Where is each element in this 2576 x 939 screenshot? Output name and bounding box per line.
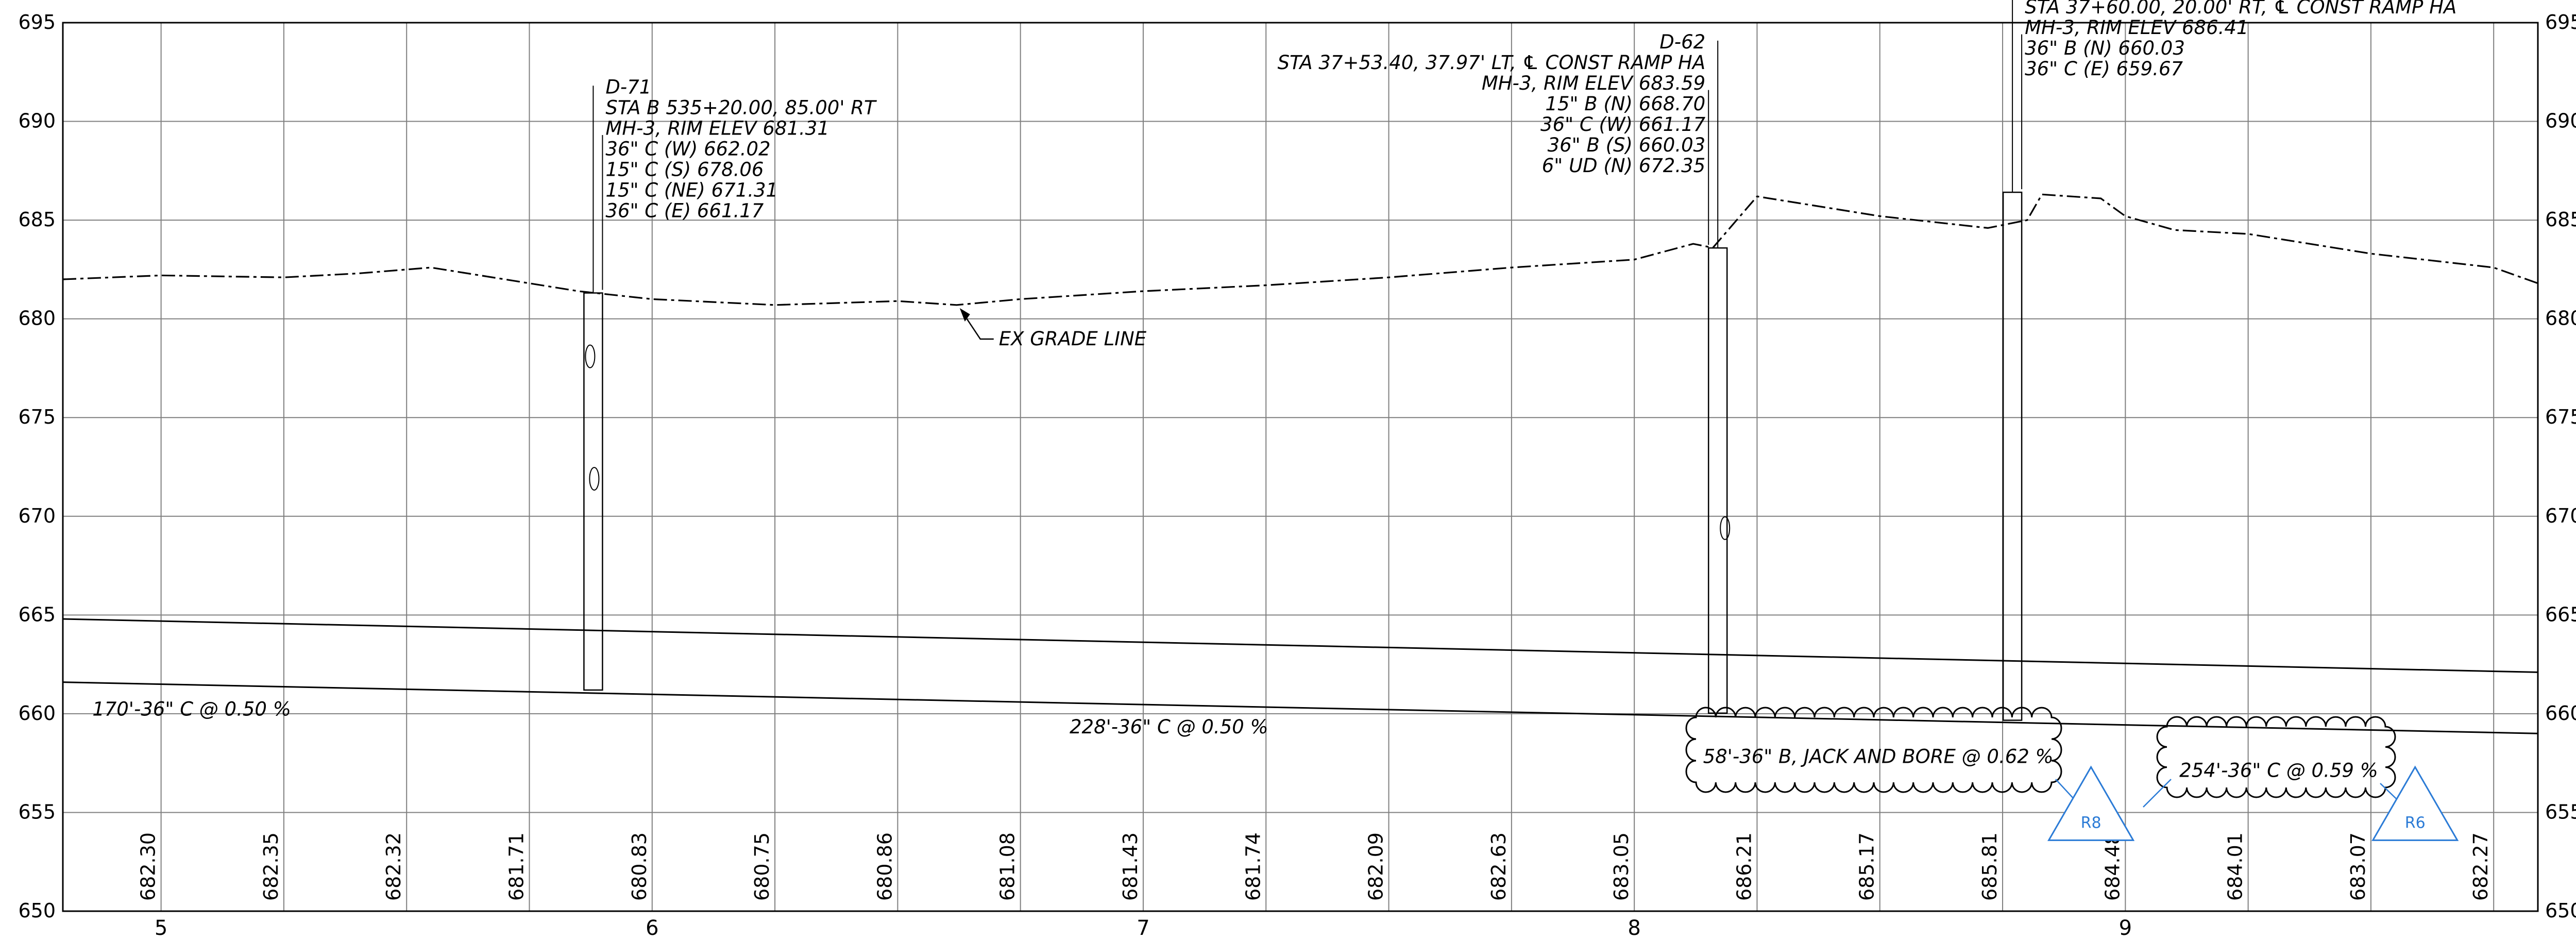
structure-note-line: MH-3, RIM ELEV 681.31 (605, 118, 829, 140)
structure-note-line: 36" C (W) 662.02 (605, 138, 770, 160)
pipe-label: 58'-36" B, JACK AND BORE @ 0.62 % (1703, 746, 2054, 768)
revision-label: R6 (2405, 814, 2426, 832)
grade-elevation-label: 685.17 (1856, 832, 1878, 901)
revision-triangles: R8 R6 (2047, 765, 2459, 841)
structure-note-line: 36" C (W) 661.17 (1540, 113, 1706, 136)
elevation-axis-right: 695 690 685 680 675 670 665 660 655 650 (2545, 11, 2576, 922)
grade-elevation-label: 680.86 (873, 832, 896, 901)
structure-note-line: 36" C (E) 661.17 (605, 200, 764, 222)
grade-elevation-label: 682.27 (2469, 832, 2492, 901)
pipe-opening (589, 466, 600, 491)
revision-triangle-r8 (2047, 765, 2135, 841)
elevation-tick-label: 655 (18, 800, 56, 823)
grade-elevation-label: 685.81 (1978, 832, 2001, 901)
structure-note-line: 6" UD (N) 672.35 (1542, 155, 1705, 177)
elevation-grid (63, 22, 2538, 912)
grade-elevation-labels: 682.30 682.35 682.32 681.71 680.83 680.75 680.… (137, 832, 2493, 901)
structure-note-line: MH-3, RIM ELEV 686.41 (2025, 16, 2248, 39)
elevation-tick-label: 670 (2545, 505, 2576, 527)
elevation-tick-label: 680 (2545, 307, 2576, 330)
elevation-tick-label: 685 (18, 208, 56, 231)
station-label: 7 (1137, 916, 1149, 939)
elevation-tick-label: 655 (2545, 800, 2576, 823)
ex-grade-arrowhead (959, 308, 970, 322)
ex-grade-polyline (62, 193, 2538, 306)
structure-note-line: STA 37+60.00, 20.00' RT, ℄ CONST RAMP HA (2025, 0, 2456, 18)
structure-note-line: D-62 (1659, 31, 1705, 53)
station-label: 5 (155, 916, 167, 939)
pipe-opening (1720, 516, 1731, 540)
elevation-tick-label: 695 (2545, 11, 2576, 33)
pipe-label: 170'-36" C @ 0.50 % (92, 698, 291, 720)
elevation-tick-label: 675 (18, 406, 56, 428)
station-label: 9 (2119, 916, 2132, 939)
grade-elevation-label: 682.30 (137, 832, 160, 901)
grade-elevation-label: 681.43 (1119, 832, 1142, 901)
structure-note-line: 15" C (NE) 671.31 (605, 179, 778, 202)
revision-triangle-r6 (2371, 765, 2459, 841)
grade-elevation-label: 683.05 (1610, 832, 1633, 901)
manhole-d-62 (1707, 247, 1728, 714)
grade-elevation-label: 680.83 (628, 832, 651, 901)
revision-leader (2143, 779, 2172, 808)
grade-elevation-label: 681.71 (505, 832, 528, 901)
elevation-axis-left: 695 690 685 680 675 670 665 660 655 650 (18, 11, 56, 922)
structure-note-line: STA 37+53.40, 37.97' LT, ℄ CONST RAMP HA (1278, 52, 1706, 74)
pipe-line (62, 681, 2538, 734)
revision-clouds (1685, 707, 2405, 808)
elevation-tick-label: 680 (18, 307, 56, 330)
elevation-tick-label: 660 (2545, 702, 2576, 725)
grade-elevation-label: 684.48 (2101, 832, 2124, 901)
elevation-tick-label: 665 (18, 603, 56, 626)
grade-elevation-label: 683.07 (2347, 832, 2369, 901)
pipe-label: 254'-36" C @ 0.59 % (2179, 759, 2378, 781)
pipe-line (62, 618, 2538, 673)
structure-note-line: STA B 535+20.00, 85.00' RT (605, 97, 877, 119)
revision-label: R8 (2081, 814, 2102, 832)
manhole-d-57 (2002, 191, 2023, 721)
revision-cloud-jack-bore (1685, 707, 2062, 793)
station-grid (160, 23, 2495, 911)
grade-elevation-label: 680.75 (751, 832, 773, 901)
elevation-tick-label: 675 (2545, 406, 2576, 428)
manhole-structures (583, 0, 2023, 721)
grade-elevation-label: 682.09 (1365, 832, 1387, 901)
grade-elevation-label: 682.32 (382, 832, 405, 901)
grade-elevation-label: 684.01 (2224, 832, 2247, 901)
grade-elevation-label: 682.63 (1487, 832, 1510, 901)
station-label: 6 (646, 916, 658, 939)
grade-elevation-label: 681.08 (996, 832, 1019, 901)
station-label: 8 (1628, 916, 1640, 939)
structure-note-line: 36" B (N) 660.03 (2025, 37, 2185, 59)
structure-note-line: 36" C (E) 659.67 (2025, 58, 2183, 80)
pipe-label: 228'-36" C @ 0.50 % (1070, 716, 1268, 738)
ex-grade-label: EX GRADE LINE (999, 328, 1147, 350)
structure-note-line: MH-3, RIM ELEV 683.59 (1482, 72, 1705, 94)
elevation-tick-label: 685 (2545, 208, 2576, 231)
elevation-tick-label: 650 (18, 899, 56, 922)
elevation-tick-label: 690 (2545, 110, 2576, 132)
elevation-tick-label: 660 (18, 702, 56, 725)
station-axis: 5 6 7 8 9 (155, 916, 2132, 939)
pipe-opening (585, 344, 596, 368)
grade-elevation-label: 686.21 (1733, 832, 1755, 901)
structure-note-line: D-71 (605, 76, 651, 98)
ex-grade-line: EX GRADE LINE (62, 193, 2538, 350)
ex-grade-leader (961, 311, 994, 340)
structure-note-line: 15" B (N) 668.70 (1545, 93, 1705, 115)
elevation-tick-label: 690 (18, 110, 56, 132)
elevation-tick-label: 695 (18, 11, 56, 33)
structure-note-line: 15" C (S) 678.06 (605, 159, 764, 181)
plot-frame (62, 22, 2539, 912)
elevation-tick-label: 650 (2545, 899, 2576, 922)
grade-elevation-label: 682.35 (260, 832, 282, 901)
elevation-tick-label: 670 (18, 505, 56, 527)
structure-note-line: 36" B (S) 660.03 (1548, 134, 1706, 156)
pipe-lines: 170'-36" C @ 0.50 % 228'-36" C @ 0.50 % 58… (62, 618, 2538, 781)
grade-elevation-label: 681.74 (1242, 832, 1264, 901)
elevation-tick-label: 665 (2545, 603, 2576, 626)
revision-cloud-254 (2156, 716, 2396, 798)
